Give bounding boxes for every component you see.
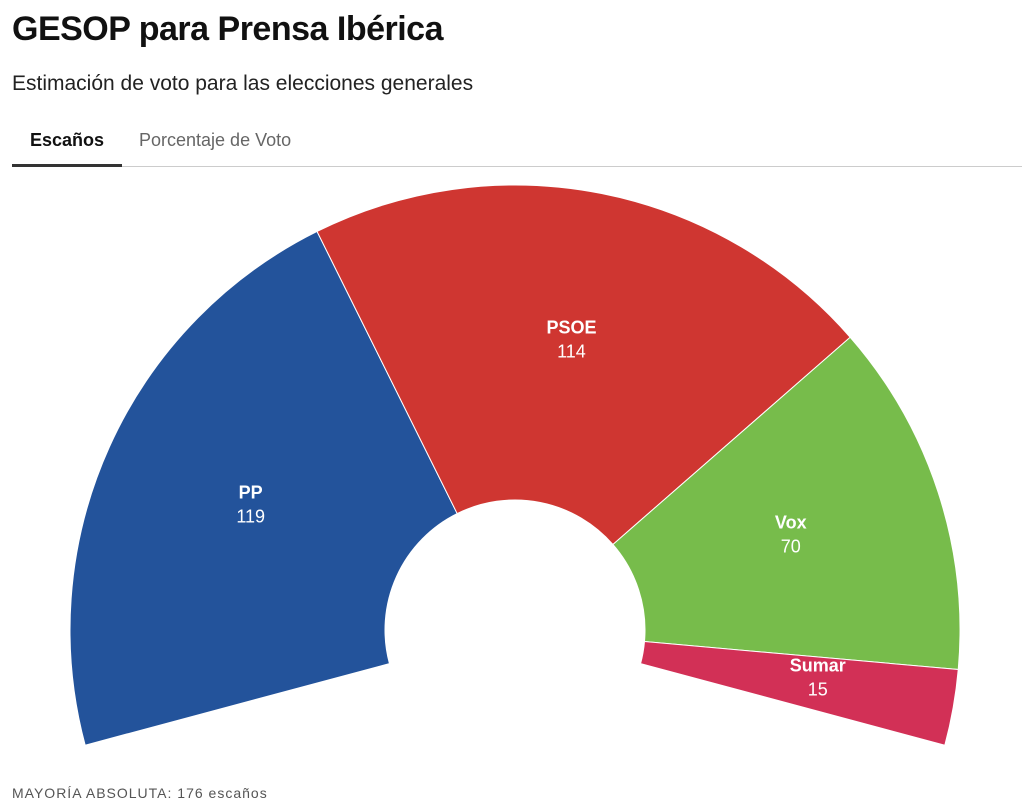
- majority-note: MAYORÍA ABSOLUTA: 176 escaños: [12, 785, 268, 801]
- segment-name: Vox: [775, 512, 807, 532]
- pie-segment: [612, 336, 961, 671]
- segment-value: 15: [808, 680, 828, 700]
- pie-segment: [639, 641, 959, 746]
- chart: PP 119 PSOE 114 Vox 70 Sumar 15: [69, 184, 961, 746]
- segment-value: 70: [781, 536, 801, 556]
- segment-value: 114: [557, 342, 586, 362]
- segment-name: PP: [239, 483, 263, 503]
- pie-segment: [69, 230, 458, 746]
- segment-name: Sumar: [790, 656, 846, 676]
- tab[interactable]: Escaños: [12, 126, 122, 167]
- pie-segment: [316, 184, 851, 546]
- tab-bar: Escaños Porcentaje de Voto: [12, 126, 1022, 167]
- chart-subtitle: Estimación de voto para las elecciones g…: [12, 72, 474, 95]
- segment-name: PSOE: [546, 318, 596, 338]
- tab[interactable]: Porcentaje de Voto: [139, 130, 292, 150]
- segment-value: 119: [236, 507, 265, 527]
- chart-title: GESOP para Prensa Ibérica: [12, 10, 444, 48]
